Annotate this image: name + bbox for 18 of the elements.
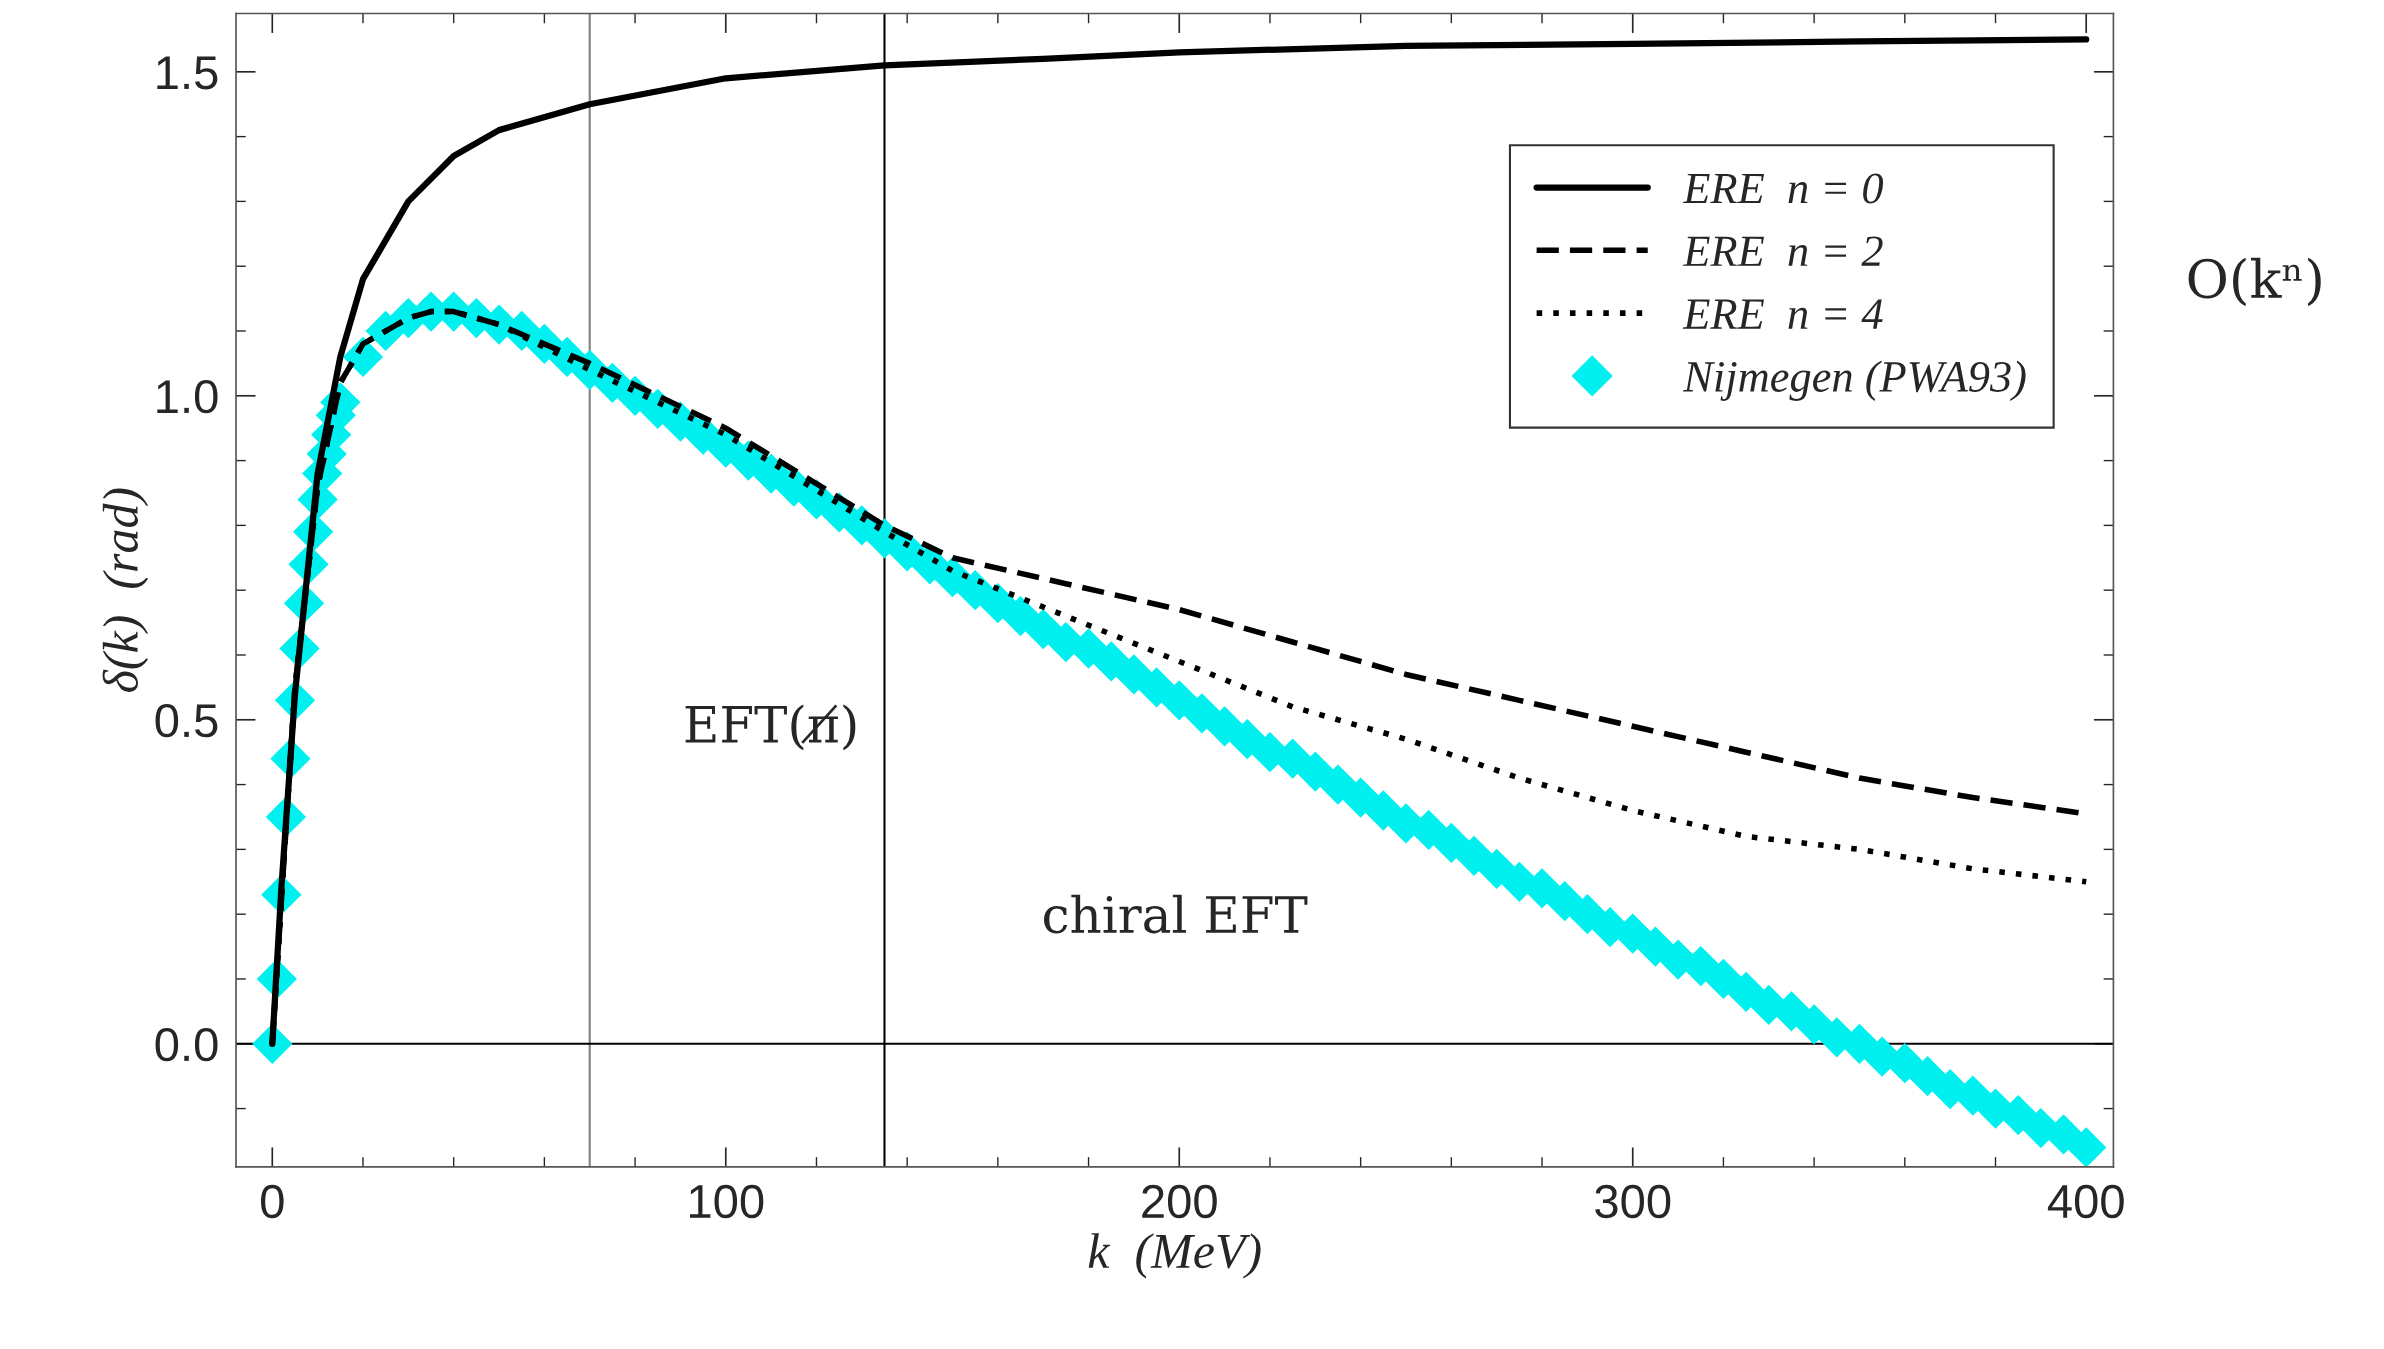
annotation: EFT(π̸) — [685, 704, 856, 751]
legend-label: ERE n = 2 — [1682, 236, 1883, 266]
x-tick-label: 100 — [689, 1184, 764, 1219]
legend-label: ERE n = 4 — [1682, 299, 1883, 329]
x-tick-label: 0 — [261, 1184, 284, 1219]
x-tick-label: 400 — [2047, 1184, 2124, 1219]
x-tick-label: 300 — [1595, 1184, 1671, 1219]
x-tick-label: 200 — [1142, 1184, 1217, 1219]
y-tick-label: 1.0 — [157, 379, 218, 414]
y-tick-label: 1.5 — [157, 56, 218, 90]
annotation: chiral EFT — [1044, 894, 1308, 934]
legend-label: Nijmegen (PWA93) — [1682, 360, 2026, 401]
x-axis-title: k (MeV) — [1088, 1233, 1261, 1279]
legend-label: ERE n = 0 — [1682, 173, 1884, 204]
y-axis-title: δ(k) (rad) — [102, 488, 149, 692]
y-tick-label: 0.5 — [155, 703, 218, 738]
text: O(kⁿ) — [2188, 257, 2321, 307]
y-tick-label: 0.0 — [155, 1027, 218, 1062]
